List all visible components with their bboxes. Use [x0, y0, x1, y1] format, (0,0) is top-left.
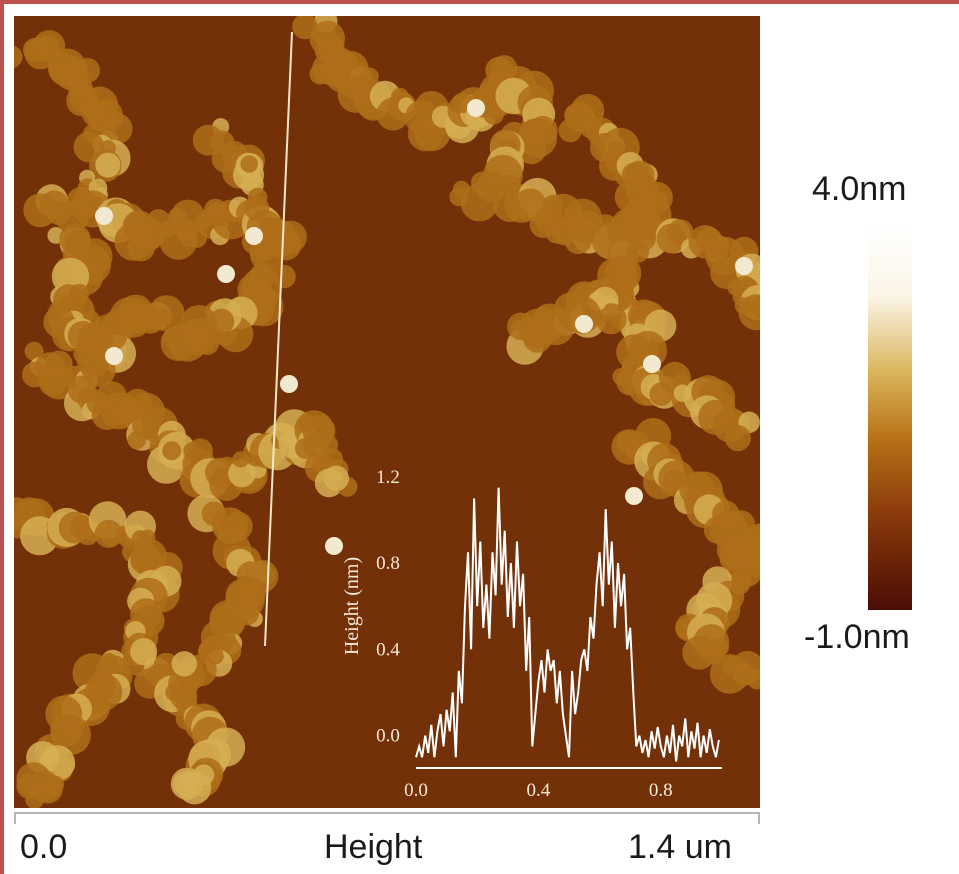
height-profile-chart: 0.0 0.4 0.8 1.2 0.0 0.4 0.8 Height (nm) Distan… — [341, 467, 722, 808]
profile-x-tick-label: 0.0 — [404, 780, 428, 801]
color-scale-bar — [868, 228, 912, 610]
scan-axis-title: Height — [324, 828, 423, 866]
scan-axis-end-label: 1.4 um — [628, 828, 732, 866]
afm-topography — [14, 16, 760, 808]
height-profile-inset: 0.0 0.4 0.8 1.2 0.0 0.4 0.8 Height (nm) Distan… — [324, 446, 724, 808]
profile-x-tick-label: 0.4 — [527, 780, 551, 801]
scan-axis-line — [14, 812, 760, 814]
frame-left-border — [0, 0, 4, 874]
profile-tick-labels: 0.0 0.4 0.8 1.2 0.0 0.4 0.8 — [376, 467, 673, 801]
scan-line — [264, 31, 293, 647]
scan-axis-tick-start — [14, 812, 16, 824]
profile-y-tick-label: 0.0 — [376, 726, 400, 747]
profile-x-tick-label: 0.8 — [649, 780, 673, 801]
profile-y-tick-label: 0.4 — [376, 639, 400, 660]
scan-axis-start-label: 0.0 — [20, 828, 68, 866]
profile-x-axis-label: Distance (um) — [492, 805, 606, 808]
profile-y-tick-label: 0.8 — [376, 553, 400, 574]
frame-top-border — [0, 0, 959, 4]
image-texture — [14, 16, 760, 808]
scan-axis-tick-end — [758, 812, 760, 824]
afm-height-image: 0.0 0.4 0.8 1.2 0.0 0.4 0.8 Height (nm) Distan… — [14, 16, 760, 808]
profile-y-tick-label: 1.2 — [376, 467, 400, 488]
color-scale-max-label: 4.0nm — [812, 170, 907, 208]
profile-y-axis-label: Height (nm) — [341, 557, 363, 655]
color-scale-min-label: -1.0nm — [804, 618, 910, 656]
profile-series-line — [415, 487, 720, 762]
